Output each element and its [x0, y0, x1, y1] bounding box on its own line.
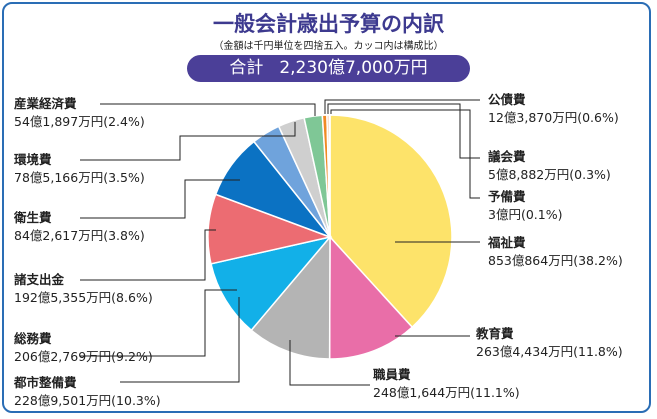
leader-line-予備費 — [330, 109, 480, 199]
label-教育費: 教育費 263億4,434万円(11.8%) — [476, 326, 623, 359]
slice-amount: 84億2,617万円 — [14, 228, 104, 243]
slice-amount: 5億8,882万円 — [488, 167, 570, 182]
slice-name: 総務費 — [14, 331, 52, 346]
label-職員費: 職員費 248億1,644万円(11.1%) — [373, 367, 520, 400]
slice-amount: 853億864万円 — [488, 253, 574, 268]
label-都市整備費: 都市整備費 228億9,501万円(10.3%) — [14, 375, 161, 408]
slice-name: 予備費 — [488, 189, 526, 204]
slice-name: 産業経済費 — [14, 96, 77, 111]
chart-title: 一般会計歳出予算の内訳 — [213, 12, 444, 36]
pie-slice-都市整備費 — [210, 235, 333, 332]
slice-amount: 3億円 — [488, 207, 521, 222]
total-label: 合計 — [229, 58, 264, 78]
label-環境費: 環境費 78億5,166万円(3.5%) — [14, 152, 145, 185]
total-value: 2,230億7,000万円 — [279, 58, 428, 78]
pie-slice-教育費 — [328, 235, 414, 360]
leader-line-職員費 — [289, 340, 370, 386]
leader-line-議会費 — [327, 103, 480, 159]
leader-line-公債費 — [324, 99, 480, 114]
slice-name: 都市整備費 — [14, 375, 77, 390]
label-予備費: 予備費 3億円(0.1%) — [488, 189, 563, 222]
slice-amount: 248億1,644万円 — [373, 385, 471, 400]
pie-slice-予備費 — [328, 114, 331, 238]
slice-name: 福祉費 — [488, 235, 526, 250]
slice-percent: 2.4 — [108, 114, 128, 129]
chart-subtitle: （金額は千円単位を四捨五入。カッコ内は構成比） — [213, 41, 444, 52]
slice-percent: 3.5 — [108, 170, 128, 185]
slice-amount: 54億1,897万円 — [14, 114, 104, 129]
label-議会費: 議会費 5億8,882万円(0.3%) — [488, 149, 611, 182]
card-frame — [2, 2, 651, 413]
pie-slice-福祉費 — [329, 114, 453, 329]
slice-percent: 10.3 — [116, 393, 144, 408]
leader-line-都市整備費 — [120, 297, 240, 383]
slice-name: 公債費 — [488, 92, 526, 107]
slice-percent: 0.6 — [582, 110, 602, 125]
slice-name: 衛生費 — [14, 210, 52, 225]
slice-percent: 11.8 — [578, 344, 606, 359]
slice-amount: 206億2,769万円 — [14, 349, 112, 364]
label-福祉費: 福祉費 853億864万円(38.2%) — [488, 235, 623, 268]
label-公債費: 公債費 12億3,870万円(0.6%) — [488, 92, 619, 125]
slice-percent: 3.8 — [108, 228, 128, 243]
slice-percent: 8.6 — [116, 290, 136, 305]
leader-line-諸支出金 — [80, 229, 216, 281]
slice-amount: 12億3,870万円 — [488, 110, 578, 125]
slice-amount: 263億4,434万円 — [476, 344, 574, 359]
label-衛生費: 衛生費 84億2,617万円(3.8%) — [14, 210, 145, 243]
slice-name: 議会費 — [488, 149, 526, 164]
leader-line-環境費 — [80, 122, 296, 161]
slice-amount: 78億5,166万円 — [14, 170, 104, 185]
label-産業経済費: 産業経済費 54億1,897万円(2.4%) — [14, 96, 145, 129]
leader-line-衛生費 — [80, 179, 240, 219]
slice-name: 教育費 — [476, 326, 514, 341]
leader-line-産業経済費 — [100, 103, 316, 116]
pie-slice-職員費 — [250, 234, 331, 360]
slice-amount: 192億5,355万円 — [14, 290, 112, 305]
total-badge: 合計 2,230億7,000万円 — [187, 55, 470, 82]
label-総務費: 総務費 206億2,769万円(9.2%) — [14, 331, 153, 364]
slice-name: 環境費 — [14, 152, 52, 167]
slice-percent: 38.2 — [578, 253, 606, 268]
slice-name: 職員費 — [373, 367, 411, 382]
slice-percent: 9.2 — [116, 349, 136, 364]
slice-percent: 0.3 — [574, 167, 595, 182]
slice-percent: 0.1 — [525, 207, 546, 222]
leader-line-総務費 — [80, 289, 237, 357]
slice-percent: 11.1 — [475, 385, 503, 400]
slice-amount: 228億9,501万円 — [14, 393, 112, 408]
slice-name: 諸支出金 — [14, 272, 65, 287]
label-諸支出金: 諸支出金 192億5,355万円(8.6%) — [14, 272, 153, 305]
